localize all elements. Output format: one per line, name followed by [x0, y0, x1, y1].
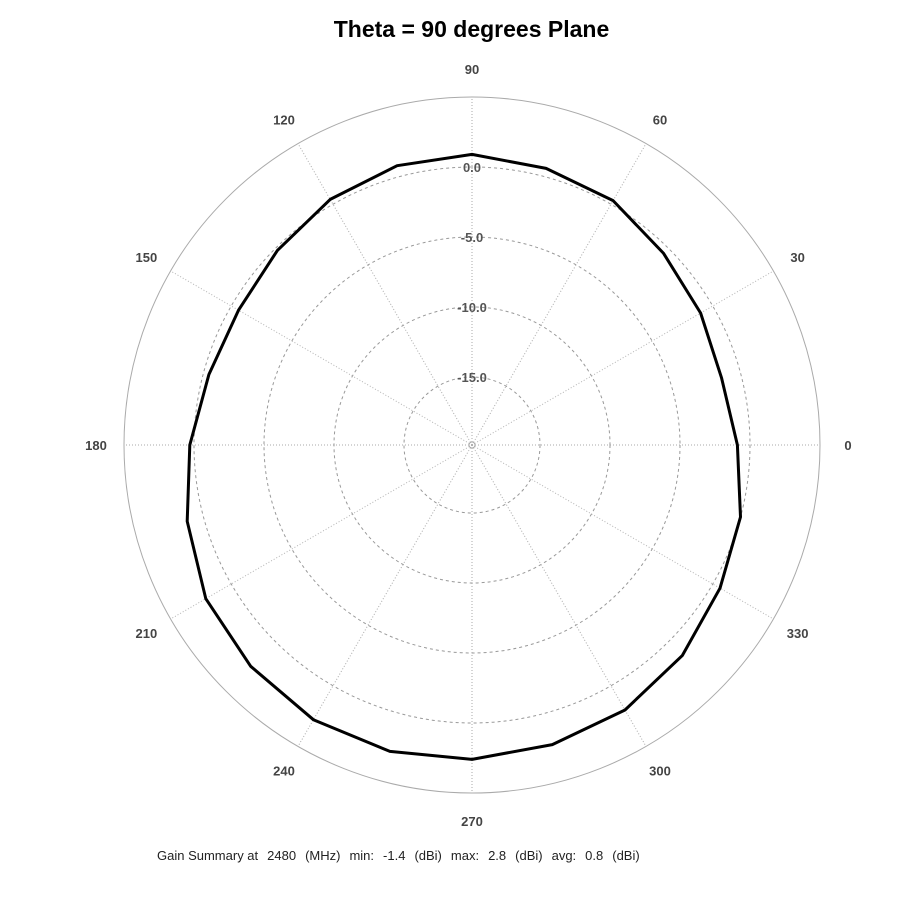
- grid-spoke: [471, 444, 647, 747]
- angle-tick-label: 30: [790, 250, 804, 265]
- summary-max-label: max:: [450, 848, 480, 863]
- angle-tick-label: 180: [85, 438, 107, 453]
- summary-avg-label: avg:: [551, 848, 577, 863]
- radial-tick-label: -5.0: [461, 230, 483, 245]
- angle-tick-label: 0: [844, 438, 851, 453]
- angle-tick-label: 60: [653, 112, 667, 127]
- gain-summary: Gain Summary at 2480 (MHz) min: -1.4 (dBi) max…: [157, 848, 649, 863]
- summary-min: -1.4: [383, 848, 406, 863]
- summary-avg-unit: (dBi): [612, 848, 640, 863]
- gain-pattern-line: [185, 152, 742, 761]
- angle-tick-label: 90: [465, 62, 479, 77]
- summary-freq-unit: (MHz): [305, 848, 341, 863]
- outer-circle: [123, 96, 821, 794]
- summary-freq: 2480: [267, 848, 297, 863]
- angle-tick-label: 270: [461, 814, 483, 829]
- summary-min-label: min:: [349, 848, 375, 863]
- grid-ring: [403, 376, 541, 514]
- summary-max: 2.8: [488, 848, 507, 863]
- summary-min-unit: (dBi): [414, 848, 442, 863]
- grid-spoke: [471, 270, 774, 446]
- summary-avg: 0.8: [585, 848, 604, 863]
- angle-tick-label: 240: [273, 764, 295, 779]
- angle-tick-label: 150: [136, 250, 158, 265]
- chart-title: Theta = 90 degrees Plane: [333, 16, 610, 42]
- grid-spoke: [471, 444, 774, 620]
- radial-tick-label: -10.0: [457, 300, 487, 315]
- summary-label: Gain Summary at: [157, 848, 259, 863]
- angle-tick-label: 330: [787, 626, 809, 641]
- angle-tick-label: 300: [649, 764, 671, 779]
- grid-spoke: [297, 143, 473, 446]
- grid-spoke: [297, 444, 473, 747]
- grid-spoke: [170, 270, 473, 446]
- angle-tick-label: 210: [136, 626, 158, 641]
- angle-tick-label: 120: [273, 112, 295, 127]
- grid-spoke: [471, 143, 647, 446]
- radial-tick-label: 0.0: [463, 160, 481, 175]
- grid-ring: [193, 166, 751, 724]
- summary-max-unit: (dBi): [515, 848, 543, 863]
- radial-tick-label: -15.0: [457, 370, 487, 385]
- grid-spoke: [170, 444, 473, 620]
